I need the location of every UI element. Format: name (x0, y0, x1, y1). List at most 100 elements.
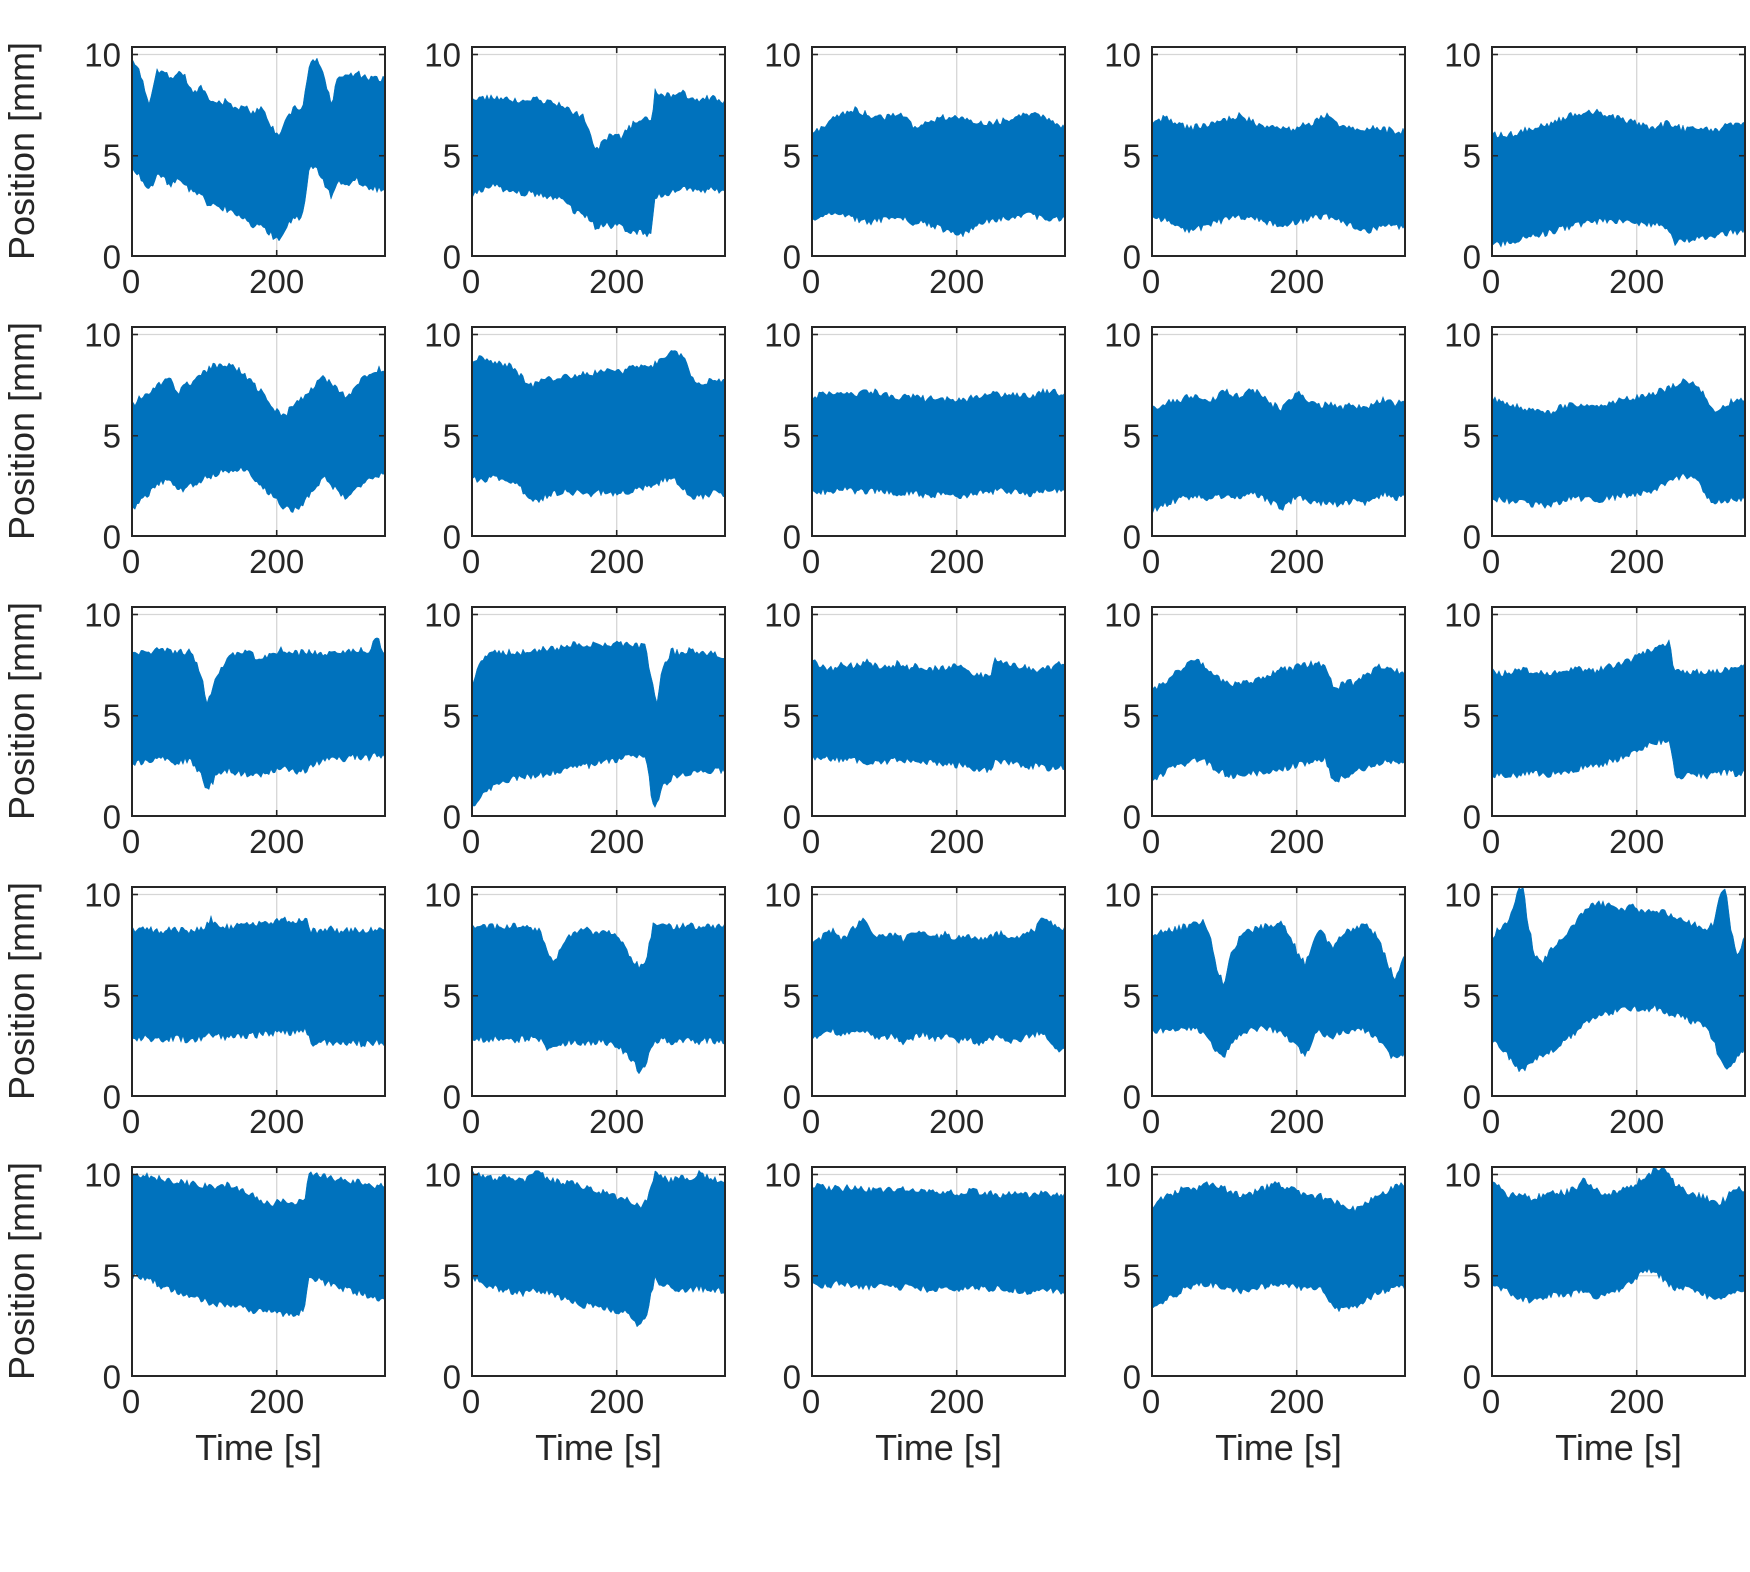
plot-area-r1-c5: 10 5 0 0 200 (1444, 38, 1746, 298)
y-tick-label: 10 (1104, 876, 1141, 913)
y-tick-label: 10 (764, 316, 801, 353)
y-tick-label: 10 (764, 1156, 801, 1193)
plot-area-r2-c1: 10 5 0 0 200 (84, 318, 386, 578)
subplot-cell-r2-c1: Position [mm] 10 5 0 0 200 (0, 318, 386, 606)
y-tick-label: 5 (442, 417, 461, 455)
x-tick-label: 0 (121, 543, 141, 580)
x-axis-label: Time [s] (1555, 1427, 1682, 1468)
x-tick-label: 0 (801, 543, 821, 580)
subplot-canvas-r5-c1 (131, 1166, 386, 1377)
y-tick-label: 5 (1462, 977, 1481, 1015)
x-tick-label: 200 (249, 1383, 305, 1420)
x-tick-label: 0 (461, 1103, 481, 1140)
y-tick-label: 0 (1462, 798, 1481, 836)
subplot-cell-r2-c5: 10 5 0 0 200 (1406, 318, 1746, 606)
x-tick-label: 0 (1481, 543, 1501, 580)
y-tick-label: 10 (1104, 316, 1141, 353)
y-tick-label: 10 (1444, 36, 1481, 73)
plot-area-r2-c5: 10 5 0 0 200 (1444, 318, 1746, 578)
subplot-cell-r4-c3: 10 5 0 0 200 (726, 878, 1066, 1166)
x-tick-label: 200 (929, 263, 985, 300)
x-tick-label: 200 (929, 823, 985, 860)
x-tick-label: 200 (249, 823, 305, 860)
y-tick-label: 0 (782, 1358, 801, 1396)
x-tick-label: 0 (121, 823, 141, 860)
subplot-canvas-r2-c1 (131, 326, 386, 537)
y-axis-label: Position [mm] (1, 41, 42, 261)
y-tick-label: 0 (102, 1358, 121, 1396)
subplot-cell-r1-c1: Position [mm] 10 5 0 0 200 (0, 38, 386, 326)
y-tick-label: 5 (1122, 697, 1141, 735)
subplot-canvas-r3-c3 (811, 606, 1066, 817)
plot-area-r5-c3: 10 5 0 0 200 Time [s] (764, 1158, 1066, 1467)
y-tick-label: 5 (102, 417, 121, 455)
y-tick-label: 0 (782, 518, 801, 556)
y-tick-label: 5 (782, 977, 801, 1015)
x-tick-label: 0 (121, 263, 141, 300)
subplot-cell-r4-c4: 10 5 0 0 200 (1066, 878, 1406, 1166)
y-tick-label: 0 (442, 1078, 461, 1116)
y-tick-label: 5 (782, 417, 801, 455)
y-tick-label: 10 (1104, 36, 1141, 73)
y-tick-label: 10 (1444, 316, 1481, 353)
subplot-canvas-r3-c2 (471, 606, 726, 817)
y-tick-label: 0 (1462, 518, 1481, 556)
y-tick-label: 10 (1444, 1156, 1481, 1193)
subplot-cell-r2-c2: 10 5 0 0 200 (386, 318, 726, 606)
subplot-cell-r5-c1: Position [mm] 10 5 0 0 200 Time [s] (0, 1158, 386, 1467)
subplot-canvas-r2-c3 (811, 326, 1066, 537)
y-tick-label: 0 (102, 1078, 121, 1116)
y-tick-label: 10 (84, 596, 121, 633)
subplot-canvas-r4-c5 (1491, 886, 1746, 1097)
subplot-canvas-r1-c3 (811, 46, 1066, 257)
signal-area (131, 914, 386, 1049)
y-tick-label: 5 (102, 137, 121, 175)
plot-area-r4-c1: 10 5 0 0 200 (84, 878, 386, 1138)
y-tick-label: 0 (1122, 1078, 1141, 1116)
y-tick-label: 10 (84, 1156, 121, 1193)
subplot-canvas-r5-c5 (1491, 1166, 1746, 1377)
subplot-cell-r5-c4: 10 5 0 0 200 Time [s] (1066, 1158, 1406, 1467)
y-tick-label: 0 (1462, 238, 1481, 276)
plot-area-r4-c3: 10 5 0 0 200 (764, 878, 1066, 1138)
subplot-cell-r1-c3: 10 5 0 0 200 (726, 38, 1066, 326)
y-tick-label: 0 (1462, 1358, 1481, 1396)
subplot-cell-r3-c3: 10 5 0 0 200 (726, 598, 1066, 886)
x-tick-label: 200 (1269, 263, 1325, 300)
plot-area-r2-c4: 10 5 0 0 200 (1104, 318, 1406, 578)
subplot-canvas-r1-c4 (1151, 46, 1406, 257)
x-axis-label: Time [s] (875, 1427, 1002, 1468)
plot-area-r5-c2: 10 5 0 0 200 Time [s] (424, 1158, 726, 1467)
x-tick-label: 0 (461, 823, 481, 860)
y-tick-label: 5 (1122, 137, 1141, 175)
subplot-canvas-r4-c2 (471, 886, 726, 1097)
x-tick-label: 200 (589, 263, 645, 300)
x-tick-label: 0 (1481, 823, 1501, 860)
y-tick-label: 5 (782, 697, 801, 735)
subplot-canvas-r3-c1 (131, 606, 386, 817)
y-tick-label: 10 (1104, 596, 1141, 633)
y-tick-label: 10 (424, 36, 461, 73)
x-tick-label: 200 (1609, 263, 1665, 300)
plot-area-r1-c4: 10 5 0 0 200 (1104, 38, 1406, 298)
x-tick-label: 0 (1481, 263, 1501, 300)
x-tick-label: 200 (589, 1383, 645, 1420)
y-tick-label: 0 (1122, 1358, 1141, 1396)
y-tick-label: 10 (84, 36, 121, 73)
plot-area-r5-c1: 10 5 0 0 200 Time [s] (84, 1158, 386, 1467)
subplot-cell-r4-c5: 10 5 0 0 200 (1406, 878, 1746, 1166)
signal-area (811, 917, 1066, 1053)
x-tick-label: 200 (1269, 823, 1325, 860)
x-tick-label: 200 (929, 1383, 985, 1420)
y-tick-label: 10 (424, 596, 461, 633)
subplot-cell-r3-c5: 10 5 0 0 200 (1406, 598, 1746, 886)
subplot-canvas-r5-c3 (811, 1166, 1066, 1377)
plot-area-r2-c2: 10 5 0 0 200 (424, 318, 726, 578)
y-tick-label: 5 (442, 1257, 461, 1295)
signal-area (1151, 111, 1406, 234)
y-tick-label: 10 (764, 876, 801, 913)
signal-area (811, 1182, 1066, 1296)
subplot-canvas-r1-c2 (471, 46, 726, 257)
subplot-canvas-r2-c5 (1491, 326, 1746, 537)
subplot-cell-r5-c5: 10 5 0 0 200 Time [s] (1406, 1158, 1746, 1467)
